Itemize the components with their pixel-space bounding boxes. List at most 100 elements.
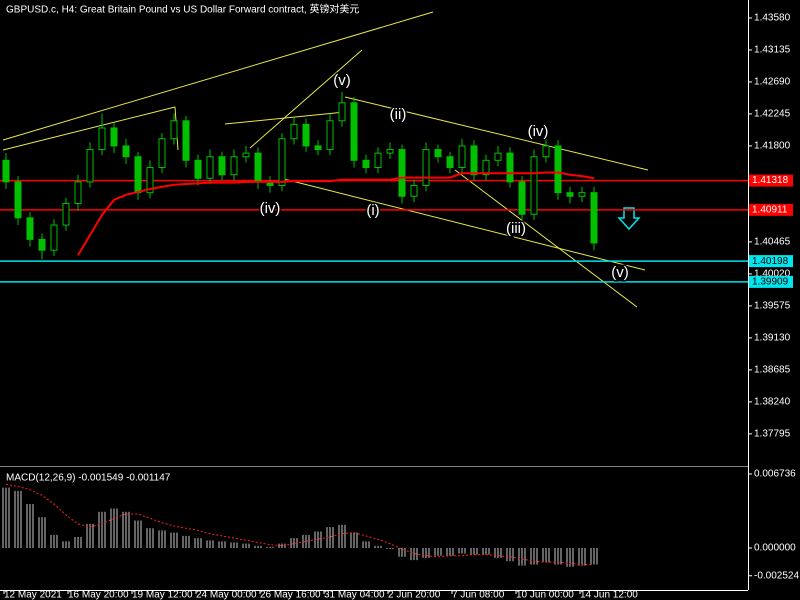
level-label: 1.40911 [752, 204, 788, 215]
y-tick-label: 1.42245 [754, 109, 791, 120]
candle [62, 197, 70, 231]
wave-label: (iii) [506, 220, 526, 237]
candle [146, 160, 154, 199]
candle [458, 138, 466, 174]
candle-body [134, 156, 142, 194]
candle [494, 145, 502, 167]
y-tick-label: 1.42690 [754, 77, 791, 88]
candle-body [434, 149, 442, 158]
candle [14, 176, 22, 226]
candle [110, 122, 118, 154]
wave-label: (iv) [528, 123, 549, 140]
trend-line [224, 111, 346, 125]
y-tick-label: 1.43135 [754, 45, 791, 56]
candle [554, 140, 562, 200]
candle-body [194, 159, 202, 179]
x-tick-label: 16 May 20:00 [68, 590, 129, 600]
candle-body [302, 123, 310, 147]
candle-body [146, 167, 154, 194]
x-tick-label: 10 Jun 00:00 [516, 590, 574, 600]
x-tick-label: 14 Jun 12:00 [580, 590, 638, 600]
candle-body [14, 181, 22, 219]
candle-body [26, 217, 34, 240]
candle-body [110, 127, 118, 147]
wave-label: (i) [366, 202, 379, 219]
candle-body [506, 152, 514, 183]
chart-title: GBPUSD.c, H4: Great Britain Pound vs US … [6, 3, 359, 16]
candle-body [398, 149, 406, 197]
candle-body [482, 159, 490, 176]
level-label-box [749, 275, 793, 288]
candle [446, 151, 454, 174]
trend-line [2, 11, 434, 141]
trend-lines [2, 11, 649, 308]
candle-body [362, 159, 370, 169]
candle-body [458, 145, 466, 169]
y2-tick-label: 0.000000 [754, 543, 796, 554]
candle [338, 92, 346, 127]
x-tick-label: 24 May 00:00 [196, 590, 257, 600]
candle-body [446, 156, 454, 169]
candle-body [182, 120, 190, 161]
candle-body [2, 159, 10, 183]
y2-tick-label: 0.006736 [754, 469, 796, 480]
candle-body [422, 149, 430, 186]
candle [182, 115, 190, 168]
y-tick-label: 1.39130 [754, 333, 791, 344]
candle-body [590, 192, 598, 244]
trend-line [279, 177, 646, 271]
candle-body [86, 149, 94, 183]
candle [410, 179, 418, 203]
candle [218, 151, 226, 181]
level-label-box [749, 174, 793, 187]
candle [2, 153, 10, 190]
candle-body [494, 152, 502, 161]
candle [158, 133, 166, 174]
x-tick-label: 31 May 04:00 [324, 590, 385, 600]
candle [74, 174, 82, 211]
y-tick-label: 1.38240 [754, 397, 791, 408]
x-tick-label: 19 May 12:00 [132, 590, 193, 600]
candle-body [38, 238, 46, 251]
wave-label: (iv) [260, 200, 281, 217]
y2-tick-label: -0.002524 [754, 570, 799, 581]
candle [578, 186, 586, 203]
moving-average [77, 171, 595, 256]
trend-line [454, 169, 638, 308]
candle [98, 113, 106, 156]
x-tick-label: 12 May 2021 [4, 590, 62, 600]
macd-signal [5, 483, 594, 566]
candle-body [170, 120, 178, 140]
candle-body [254, 152, 262, 183]
candle-body [62, 202, 70, 226]
candle-body [98, 127, 106, 151]
level-label: 1.40198 [752, 256, 789, 267]
candle-body [350, 102, 358, 161]
y-tick-label: 1.41800 [754, 141, 791, 152]
candle [290, 117, 298, 145]
candle [482, 154, 490, 181]
candle [398, 144, 406, 204]
wave-label: (ii) [390, 106, 407, 123]
level-label-box [749, 255, 793, 268]
candle [506, 147, 514, 188]
candle [230, 149, 238, 181]
candle [86, 142, 94, 188]
candle-body [278, 138, 286, 186]
level-label-box [749, 203, 793, 216]
candle [470, 140, 478, 181]
candle-body [206, 156, 214, 179]
candle-body [314, 145, 322, 151]
candle-body [230, 156, 238, 176]
level-label: 1.39909 [752, 277, 789, 288]
candle [434, 144, 442, 163]
trend-line [249, 49, 363, 149]
candle-body [530, 156, 538, 215]
candle [302, 118, 310, 152]
candle [422, 142, 430, 192]
candle [350, 97, 358, 168]
candle [122, 138, 130, 164]
candle-body [410, 184, 418, 197]
